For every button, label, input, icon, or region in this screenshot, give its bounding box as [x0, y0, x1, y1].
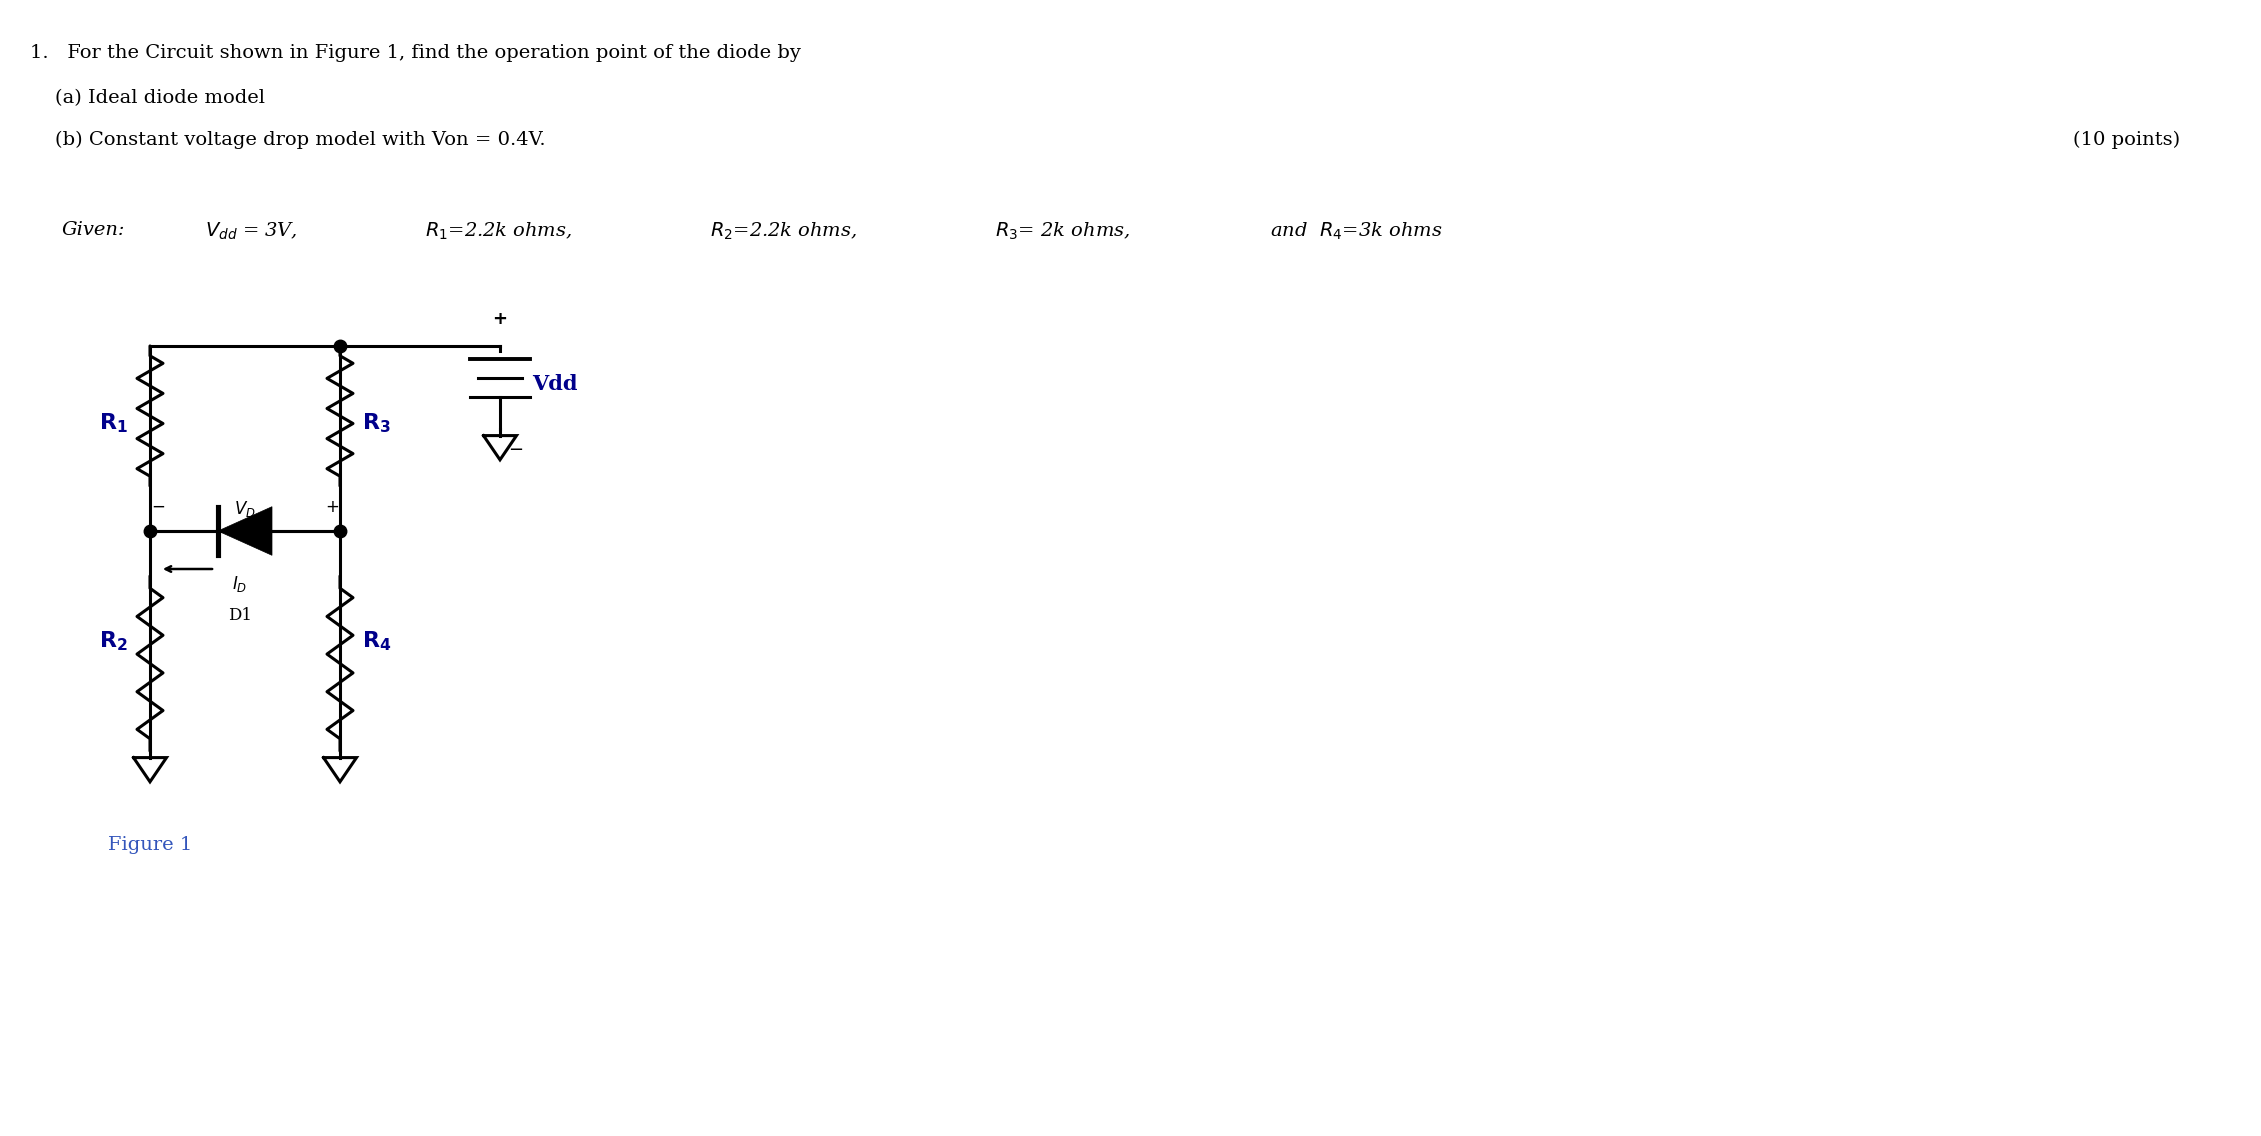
- Text: Given:: Given:: [61, 222, 127, 239]
- Text: $R_2$=2.2k ohms,: $R_2$=2.2k ohms,: [710, 222, 857, 242]
- Text: $\mathbf{R_3}$: $\mathbf{R_3}$: [362, 411, 391, 435]
- Polygon shape: [217, 507, 271, 556]
- Text: Figure 1: Figure 1: [109, 836, 192, 854]
- Text: $\mathbf{R_1}$: $\mathbf{R_1}$: [99, 411, 129, 435]
- Text: $I_D$: $I_D$: [233, 574, 249, 594]
- Text: Vdd: Vdd: [531, 374, 577, 394]
- Text: D1: D1: [228, 607, 251, 624]
- Text: $R_1$=2.2k ohms,: $R_1$=2.2k ohms,: [425, 222, 572, 242]
- Text: (a) Ideal diode model: (a) Ideal diode model: [54, 89, 265, 107]
- Text: +: +: [493, 310, 506, 328]
- Text: $\mathbf{R_4}$: $\mathbf{R_4}$: [362, 629, 391, 653]
- Text: −: −: [509, 441, 522, 459]
- Text: $V_{dd}$ = 3V,: $V_{dd}$ = 3V,: [206, 222, 298, 242]
- Text: $\mathbf{R_2}$: $\mathbf{R_2}$: [99, 629, 129, 653]
- Text: $V_D$: $V_D$: [235, 499, 255, 519]
- Text: (b) Constant voltage drop model with Von = 0.4V.: (b) Constant voltage drop model with Von…: [54, 131, 545, 149]
- Text: +: +: [326, 498, 339, 516]
- Text: 1.   For the Circuit shown in Figure 1, find the operation point of the diode by: 1. For the Circuit shown in Figure 1, fi…: [29, 44, 800, 62]
- Text: (10 points): (10 points): [2073, 131, 2180, 149]
- Text: −: −: [151, 498, 165, 516]
- Text: $R_3$= 2k ohms,: $R_3$= 2k ohms,: [995, 222, 1130, 242]
- Text: and  $R_4$=3k ohms: and $R_4$=3k ohms: [1271, 222, 1443, 242]
